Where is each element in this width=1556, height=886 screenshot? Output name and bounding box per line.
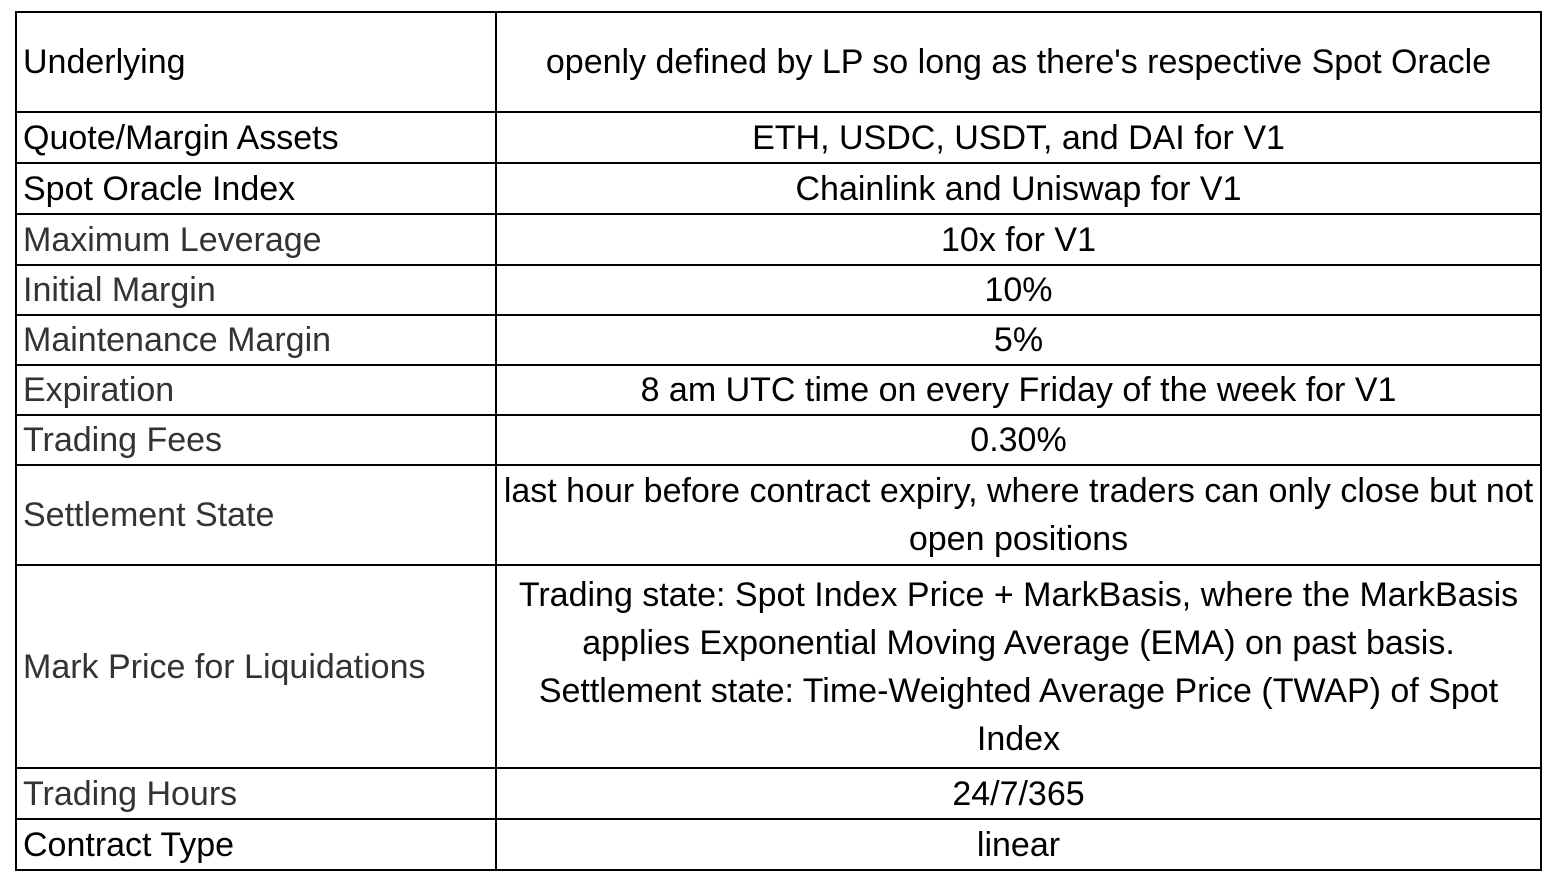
row-label-initial-margin: Initial Margin (15, 264, 497, 316)
row-label-spot-oracle-index: Spot Oracle Index (15, 162, 497, 215)
table-row: Quote/Margin Assets ETH, USDC, USDT, and… (15, 111, 1542, 164)
table-row: Expiration 8 am UTC time on every Friday… (15, 364, 1542, 416)
table-row: Contract Type linear (15, 818, 1542, 871)
row-value-expiration: 8 am UTC time on every Friday of the wee… (495, 364, 1542, 416)
table-row: Trading Hours 24/7/365 (15, 767, 1542, 820)
contract-spec-table: Underlying openly defined by LP so long … (15, 11, 1542, 871)
row-value-maintenance-margin: 5% (495, 314, 1542, 366)
row-label-quote-margin-assets: Quote/Margin Assets (15, 111, 497, 164)
row-value-maximum-leverage: 10x for V1 (495, 213, 1542, 266)
table-row: Spot Oracle Index Chainlink and Uniswap … (15, 162, 1542, 215)
row-label-mark-price-for-liquidations: Mark Price for Liquidations (15, 564, 497, 769)
table-row: Initial Margin 10% (15, 264, 1542, 316)
table-row: Settlement State last hour before contra… (15, 464, 1542, 566)
table-row: Maximum Leverage 10x for V1 (15, 213, 1542, 266)
row-value-quote-margin-assets: ETH, USDC, USDT, and DAI for V1 (495, 111, 1542, 164)
row-label-maintenance-margin: Maintenance Margin (15, 314, 497, 366)
row-value-trading-hours: 24/7/365 (495, 767, 1542, 820)
table-row: Trading Fees 0.30% (15, 414, 1542, 466)
row-value-trading-fees: 0.30% (495, 414, 1542, 466)
row-label-trading-hours: Trading Hours (15, 767, 497, 820)
row-value-initial-margin: 10% (495, 264, 1542, 316)
row-value-settlement-state: last hour before contract expiry, where … (495, 464, 1542, 566)
row-value-contract-type: linear (495, 818, 1542, 871)
row-label-contract-type: Contract Type (15, 818, 497, 871)
table-row: Underlying openly defined by LP so long … (15, 11, 1542, 113)
table-row: Maintenance Margin 5% (15, 314, 1542, 366)
row-value-spot-oracle-index: Chainlink and Uniswap for V1 (495, 162, 1542, 215)
row-label-settlement-state: Settlement State (15, 464, 497, 566)
row-value-underlying: openly defined by LP so long as there's … (495, 11, 1542, 113)
row-label-maximum-leverage: Maximum Leverage (15, 213, 497, 266)
table-row: Mark Price for Liquidations Trading stat… (15, 564, 1542, 769)
row-value-mark-price-for-liquidations: Trading state: Spot Index Price + MarkBa… (495, 564, 1542, 769)
row-label-expiration: Expiration (15, 364, 497, 416)
row-label-underlying: Underlying (15, 11, 497, 113)
row-label-trading-fees: Trading Fees (15, 414, 497, 466)
